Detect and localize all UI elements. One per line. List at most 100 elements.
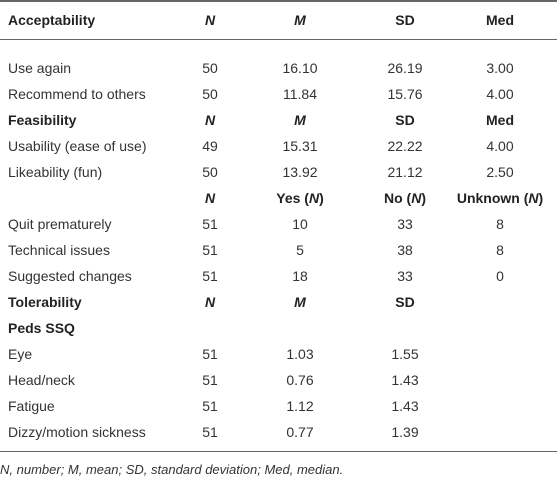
table-cell: N bbox=[205, 289, 215, 315]
table-cell: 50 bbox=[202, 60, 218, 76]
table-row: Eye 51 1.03 1.55 bbox=[0, 341, 557, 367]
table-row: Feasibility N M SD Med bbox=[0, 107, 557, 133]
row-label: Tolerability bbox=[8, 294, 82, 310]
row-label: Eye bbox=[8, 346, 33, 362]
table-cell: Unknown (N) bbox=[457, 185, 543, 211]
row-label: Feasibility bbox=[8, 112, 77, 128]
table-cell: Yes (N) bbox=[276, 185, 324, 211]
cell-text: N bbox=[411, 190, 422, 206]
table-cell: 38 bbox=[397, 242, 413, 258]
table-cell: 1.39 bbox=[391, 424, 419, 440]
row-label: Usability (ease of use) bbox=[8, 138, 147, 154]
row-label: Quit prematurely bbox=[8, 216, 112, 232]
table-row: Peds SSQ bbox=[0, 315, 557, 341]
table-cell: 1.55 bbox=[391, 346, 419, 362]
cell-text: N bbox=[204, 294, 216, 310]
cell-text: N bbox=[204, 12, 216, 28]
table-cell: 51 bbox=[202, 216, 218, 232]
table-cell: M bbox=[294, 107, 306, 133]
cell-text: ) bbox=[421, 190, 427, 206]
table-cell: M bbox=[294, 7, 306, 33]
table-cell: 50 bbox=[202, 86, 218, 102]
table-cell: 26.19 bbox=[387, 60, 423, 76]
table-cell: M bbox=[294, 289, 306, 315]
row-label: Suggested changes bbox=[8, 268, 132, 284]
table-cell: 51 bbox=[202, 424, 218, 440]
table-row: Quit prematurely 51 10 33 8 bbox=[0, 211, 557, 237]
table-cell: Med bbox=[486, 12, 514, 28]
table-row: Suggested changes 51 18 33 0 bbox=[0, 263, 557, 289]
row-label: Fatigue bbox=[8, 398, 55, 414]
row-label: Likeability (fun) bbox=[8, 164, 103, 180]
cell-text: M bbox=[294, 294, 306, 310]
table-row: Head/neck 51 0.76 1.43 bbox=[0, 367, 557, 393]
table-cell: 0.77 bbox=[286, 424, 314, 440]
table-cell: 11.84 bbox=[283, 86, 317, 102]
table-cell: 2.50 bbox=[486, 164, 514, 180]
row-label: Acceptability bbox=[8, 12, 96, 28]
table-cell: N bbox=[205, 107, 215, 133]
table-row: Recommend to others 50 11.84 15.76 4.00 bbox=[0, 81, 557, 107]
table-cell: 1.12 bbox=[286, 398, 314, 414]
cell-text: N bbox=[528, 190, 539, 206]
table-cell: 51 bbox=[202, 398, 218, 414]
table-cell: N bbox=[205, 185, 215, 211]
table-cell: 51 bbox=[202, 372, 218, 388]
table-cell: 33 bbox=[397, 216, 413, 232]
table-cell: 5 bbox=[296, 242, 304, 258]
table-cell: 51 bbox=[202, 242, 218, 258]
table-cell: 4.00 bbox=[486, 138, 514, 154]
table-row: Tolerability N M SD bbox=[0, 289, 557, 315]
bottom-rule bbox=[0, 451, 557, 452]
table-cell: SD bbox=[395, 12, 415, 28]
top-rule bbox=[0, 0, 557, 2]
cell-text: Yes ( bbox=[276, 190, 309, 206]
cell-text: M bbox=[294, 112, 306, 128]
table-cell: Med bbox=[486, 112, 514, 128]
table-row: Technical issues 51 5 38 8 bbox=[0, 237, 557, 263]
table-row: Fatigue 51 1.12 1.43 bbox=[0, 393, 557, 419]
row-label: Recommend to others bbox=[8, 86, 146, 102]
row-label: Dizzy/motion sickness bbox=[8, 424, 146, 440]
row-label: Technical issues bbox=[8, 242, 110, 258]
cell-text: ) bbox=[538, 190, 544, 206]
table-cell: 13.92 bbox=[282, 164, 318, 180]
table-cell: 3.00 bbox=[486, 60, 514, 76]
row-label: Peds SSQ bbox=[8, 320, 75, 336]
cell-text: Unknown ( bbox=[456, 190, 529, 206]
table-cell: 22.22 bbox=[387, 138, 423, 154]
table-cell: 49 bbox=[202, 138, 218, 154]
cell-text: M bbox=[294, 12, 306, 28]
cell-text: No ( bbox=[383, 190, 412, 206]
table-cell: 1.43 bbox=[391, 398, 419, 414]
table-cell: N bbox=[205, 7, 215, 33]
table-cell: 21.12 bbox=[387, 164, 423, 180]
footnote: N, number; M, mean; SD, standard deviati… bbox=[0, 462, 344, 477]
header-rule bbox=[0, 39, 557, 40]
cell-text: N bbox=[204, 190, 216, 206]
cell-text: ) bbox=[319, 190, 324, 206]
table-cell: 50 bbox=[202, 164, 218, 180]
table-cell: 33 bbox=[397, 268, 413, 284]
table-cell: SD bbox=[395, 112, 415, 128]
table-cell: 8 bbox=[496, 242, 504, 258]
table-cell: 18 bbox=[292, 268, 308, 284]
table-cell: 16.10 bbox=[282, 60, 318, 76]
table-cell: 10 bbox=[292, 216, 308, 232]
table-cell: No (N) bbox=[384, 185, 426, 211]
table-cell: 51 bbox=[202, 268, 218, 284]
table-cell: 8 bbox=[496, 216, 504, 232]
table-row: Use again 50 16.10 26.19 3.00 bbox=[0, 55, 557, 81]
table-cell: 4.00 bbox=[486, 86, 514, 102]
table-row: Dizzy/motion sickness 51 0.77 1.39 bbox=[0, 419, 557, 445]
cell-text: N bbox=[204, 112, 216, 128]
row-label: Use again bbox=[8, 60, 72, 76]
table-row: Usability (ease of use) 49 15.31 22.22 4.00 bbox=[0, 133, 557, 159]
table-cell: 1.03 bbox=[286, 346, 314, 362]
table-cell: SD bbox=[395, 294, 415, 310]
table-row: Acceptability N M SD Med bbox=[0, 7, 557, 33]
table-row: N Yes (N) No (N) Unknown (N) bbox=[0, 185, 557, 211]
table-cell: 15.31 bbox=[282, 138, 318, 154]
cell-text: N bbox=[308, 190, 320, 206]
